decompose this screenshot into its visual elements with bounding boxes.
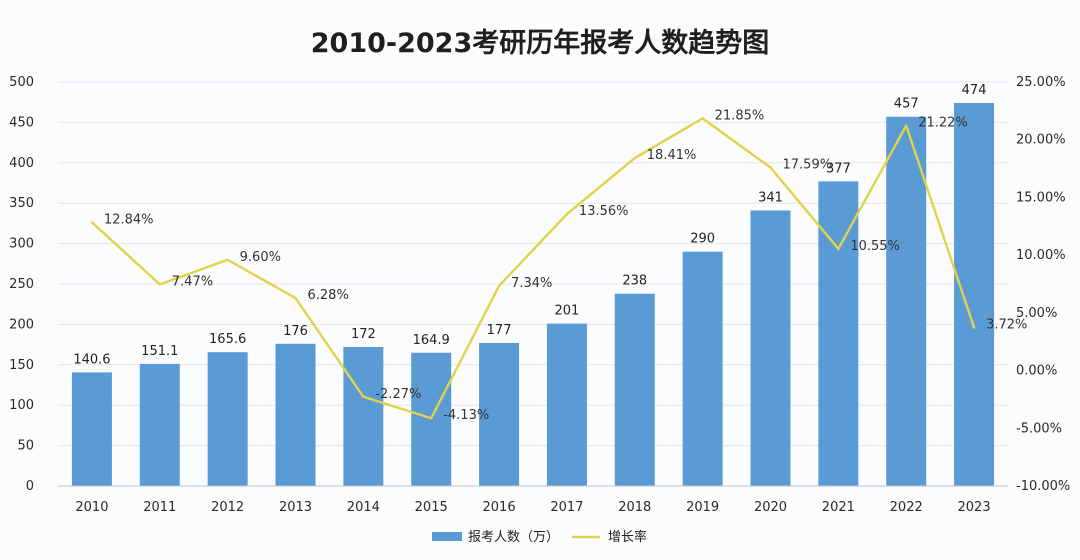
- left-tick-label: 500: [9, 75, 34, 90]
- growth-value-label: 18.41%: [647, 148, 697, 163]
- bar-value-label: 140.6: [73, 352, 110, 367]
- gridlines: [58, 81, 1008, 447]
- left-tick-label: 250: [9, 277, 34, 292]
- bar-value-label: 377: [826, 161, 851, 176]
- bar: [614, 293, 655, 486]
- right-tick-label: 20.00%: [1016, 133, 1066, 148]
- legend-bar-swatch: [432, 532, 462, 541]
- growth-line: [90, 117, 976, 420]
- bar: [343, 347, 384, 486]
- bar-value-label: 172: [351, 327, 376, 342]
- bar-value-label: 341: [758, 190, 783, 205]
- growth-value-label: 6.28%: [308, 288, 349, 303]
- x-tick-label: 2023: [958, 500, 991, 515]
- bar: [71, 372, 112, 486]
- bar-value-label: 177: [487, 323, 512, 338]
- bar-value-label: 165.6: [209, 332, 246, 347]
- bar: [207, 352, 248, 486]
- growth-value-label: 21.85%: [715, 108, 765, 123]
- growth-value-label: 10.55%: [850, 239, 900, 254]
- bar-value-label: 457: [894, 97, 919, 112]
- x-tick-label: 2015: [415, 500, 448, 515]
- left-tick-label: 350: [9, 196, 34, 211]
- bar-value-label: 151.1: [141, 344, 178, 359]
- left-tick-label: 150: [9, 358, 34, 373]
- growth-value-label: -2.27%: [375, 387, 421, 402]
- x-tick-label: 2016: [483, 500, 516, 515]
- right-tick-label: 25.00%: [1016, 75, 1066, 90]
- bar-value-label: 201: [555, 304, 580, 319]
- right-tick-label: 0.00%: [1016, 364, 1057, 379]
- x-tick-label: 2017: [550, 500, 583, 515]
- chart-title: 2010-2023考研历年报考人数趋势图: [311, 27, 770, 59]
- left-tick-label: 100: [9, 398, 34, 413]
- right-tick-label: 15.00%: [1016, 190, 1066, 205]
- bar-value-label: 176: [283, 324, 308, 339]
- bar-value-label: 164.9: [413, 333, 450, 348]
- growth-value-label: 17.59%: [783, 158, 833, 173]
- x-tick-label: 2011: [143, 500, 176, 515]
- right-tick-label: 5.00%: [1016, 306, 1057, 321]
- growth-value-label: 3.72%: [986, 318, 1027, 333]
- x-tick-label: 2020: [754, 500, 787, 515]
- bar: [479, 342, 520, 486]
- left-tick-label: 200: [9, 317, 34, 332]
- bar-value-label: 290: [690, 232, 715, 247]
- legend-bar-label: 报考人数（万）: [468, 530, 559, 545]
- legend-line-label: 增长率: [608, 529, 647, 545]
- x-tick-label: 2021: [822, 500, 855, 515]
- bar-value-labels: 140.6 151.1 165.6 176 172 164.9 177 201 238 290 34…: [73, 83, 986, 367]
- left-tick-label: 400: [9, 156, 34, 171]
- bar: [682, 251, 723, 486]
- bar: [139, 363, 180, 486]
- left-tick-label: 300: [9, 237, 34, 252]
- x-tick-label: 2013: [279, 500, 312, 515]
- bar: [818, 181, 859, 486]
- x-tick-label: 2010: [75, 500, 108, 515]
- x-tick-label: 2019: [686, 500, 719, 515]
- bars-series: [71, 103, 995, 487]
- growth-line-labels: 12.84% 7.47% 9.60% 6.28% -2.27% -4.13% 7.34% 13…: [104, 108, 1027, 423]
- bar: [750, 210, 791, 487]
- x-tick-label: 2012: [211, 500, 244, 515]
- bar: [886, 116, 927, 486]
- left-tick-label: 50: [17, 439, 34, 454]
- growth-value-label: 7.47%: [172, 274, 213, 289]
- x-axis: 2010 2011 2012 2013 2014 2015 2016 2017 2018 2019…: [58, 485, 1008, 515]
- right-tick-label: 10.00%: [1016, 248, 1066, 263]
- legend: 报考人数（万） 增长率: [432, 529, 647, 545]
- x-tick-label: 2018: [618, 500, 651, 515]
- left-tick-label: 0: [26, 479, 34, 494]
- bar-value-label: 474: [962, 83, 987, 98]
- x-tick-label: 2022: [890, 500, 923, 515]
- growth-value-label: 13.56%: [579, 204, 629, 219]
- growth-value-label: -4.13%: [443, 408, 489, 423]
- bar-value-label: 238: [622, 274, 647, 289]
- bar: [275, 343, 316, 486]
- growth-value-label: 9.60%: [240, 250, 281, 265]
- right-tick-label: -5.00%: [1016, 421, 1062, 436]
- left-tick-label: 450: [9, 115, 34, 130]
- growth-value-label: 21.22%: [918, 116, 968, 131]
- right-tick-label: -10.00%: [1016, 479, 1070, 494]
- growth-value-label: 7.34%: [511, 276, 552, 291]
- right-y-axis: -10.00% -5.00% 0.00% 5.00% 10.00% 15.00% 20.00…: [1016, 75, 1070, 494]
- left-y-axis: 0 50 100 150 200 250 300 350 400 450 500: [9, 75, 34, 494]
- growth-line-series: [90, 117, 976, 420]
- growth-value-label: 12.84%: [104, 212, 154, 227]
- bar: [954, 103, 995, 487]
- bar: [546, 323, 587, 486]
- x-tick-label: 2014: [347, 500, 380, 515]
